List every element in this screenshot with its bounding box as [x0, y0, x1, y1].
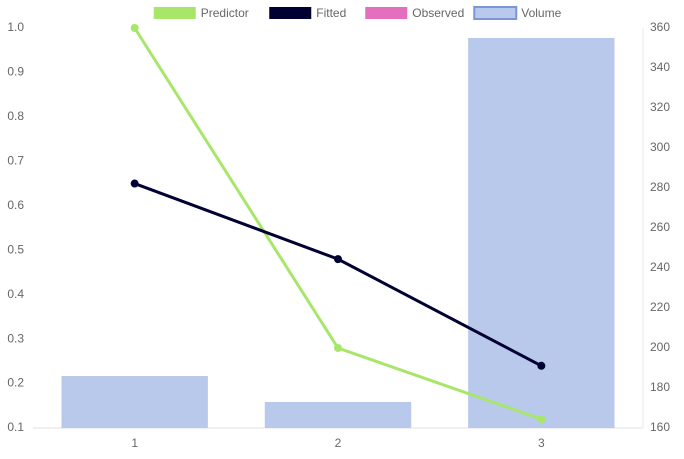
legend-swatch: [365, 7, 408, 19]
y2-tick-label: 220: [650, 300, 670, 314]
point: [537, 361, 546, 370]
y2-tick-label: 240: [650, 260, 670, 274]
y2-tick-label: 340: [650, 60, 670, 74]
y-tick-label: 0.7: [7, 154, 24, 168]
point: [130, 179, 139, 188]
bar: [61, 376, 208, 428]
y-tick-label: 0.6: [7, 198, 24, 212]
y-tick-label: 0.2: [7, 376, 24, 390]
legend-label: Predictor: [201, 6, 249, 20]
y2-tick-label: 260: [650, 220, 670, 234]
y2-tick-label: 300: [650, 140, 670, 154]
y-tick-label: 0.1: [7, 420, 24, 434]
legend-label: Observed: [412, 6, 464, 20]
y-tick-label: 0.9: [7, 65, 24, 79]
bar: [264, 402, 412, 428]
y2-tick-label: 180: [650, 380, 670, 394]
y2-tick-label: 360: [650, 20, 670, 34]
point: [537, 415, 546, 424]
legend-swatch: [269, 7, 312, 19]
legend-swatch: [473, 6, 518, 20]
point: [334, 344, 342, 352]
y-tick-label: 0.4: [7, 287, 24, 301]
legend-swatch: [153, 7, 196, 19]
x-tick-label: 3: [538, 436, 545, 450]
legend-label: Fitted: [316, 6, 346, 20]
y-tick-label: 0.8: [7, 109, 24, 123]
y2-tick-label: 200: [650, 340, 670, 354]
y2-tick-label: 320: [650, 100, 670, 114]
x-tick-label: 2: [335, 436, 342, 450]
y-tick-label: 0.3: [7, 331, 24, 345]
point: [130, 24, 139, 32]
y2-tick-label: 280: [650, 180, 670, 194]
point: [334, 255, 342, 264]
legend-label: Volume: [521, 6, 561, 20]
x-tick-label: 1: [131, 436, 138, 450]
y-tick-label: 1.0: [7, 20, 24, 34]
y2-tick-label: 160: [650, 420, 670, 434]
y-tick-label: 0.5: [7, 242, 24, 256]
